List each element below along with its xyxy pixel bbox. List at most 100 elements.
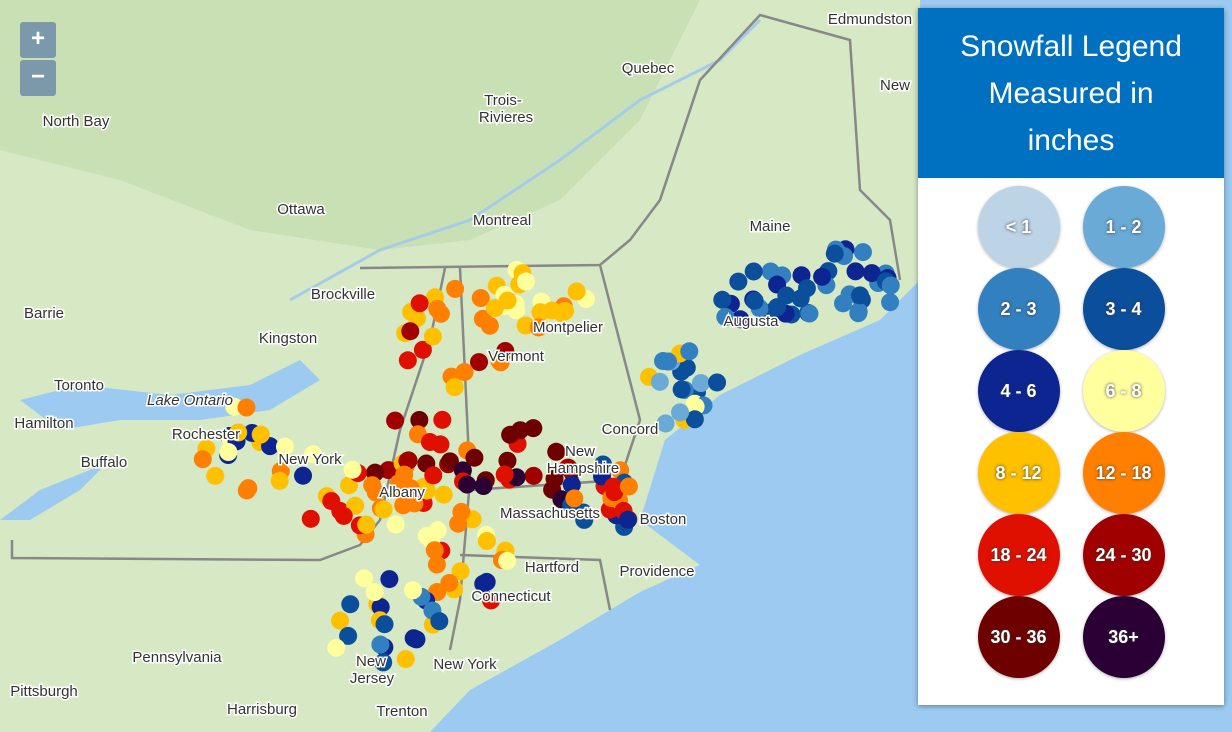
legend-item: 6 - 8 — [1082, 350, 1165, 432]
zoom-in[interactable]: + — [20, 22, 56, 58]
legend-item: 36+ — [1082, 596, 1165, 678]
observation-dot — [619, 477, 638, 496]
observation-dot — [380, 570, 399, 589]
observation-dot — [371, 635, 390, 654]
legend-item: 8 - 12 — [977, 432, 1060, 514]
observation-dot — [374, 653, 393, 672]
observation-dot — [294, 466, 313, 485]
observation-dot — [656, 414, 675, 433]
place-label: Providence — [619, 563, 694, 580]
observation-dot — [618, 510, 637, 529]
place-label: New — [565, 443, 595, 460]
place-label: Augusta — [723, 313, 779, 330]
observation-dot — [428, 299, 447, 318]
place-label: New — [356, 653, 386, 670]
observation-dot — [410, 410, 429, 429]
observation-dot — [355, 569, 374, 588]
observation-dot — [849, 304, 868, 323]
observation-dot — [671, 403, 690, 422]
observation-dot — [434, 485, 453, 504]
observation-dot — [386, 515, 405, 534]
place-label: Buffalo — [81, 454, 127, 471]
place-label: Brockville — [311, 286, 375, 303]
legend-item: 12 - 18 — [1082, 432, 1165, 514]
observation-dot — [650, 372, 669, 391]
observation-dot — [498, 451, 517, 470]
observation-dot — [516, 272, 535, 291]
place-label: Connecticut — [471, 588, 551, 605]
observation-dot — [713, 290, 732, 309]
place-label: Jersey — [350, 670, 395, 687]
observation-dot — [881, 276, 900, 295]
place-label: Maine — [750, 218, 791, 235]
place-label: Albany — [379, 484, 425, 501]
observation-dot — [529, 318, 548, 337]
observation-dot — [427, 555, 446, 574]
observation-dot — [413, 340, 432, 359]
observation-dot — [685, 410, 704, 429]
observation-dot — [477, 532, 496, 551]
observation-dot — [473, 309, 492, 328]
place-label: Pennsylvania — [132, 649, 222, 666]
place-label: Massachusetts — [500, 505, 600, 522]
observation-dot — [401, 479, 420, 498]
observation-dot — [474, 574, 493, 593]
legend-item: 1 - 2 — [1082, 186, 1165, 268]
observation-dots — [193, 240, 900, 672]
observation-dot — [825, 244, 844, 263]
place-label: Hampshire — [547, 460, 620, 477]
observation-dot — [366, 483, 385, 502]
observation-dot — [851, 286, 870, 305]
observation-dot — [424, 466, 443, 485]
observation-dot — [862, 264, 881, 283]
observation-dot — [275, 437, 294, 456]
observation-dot — [440, 573, 459, 592]
observation-dot — [386, 411, 405, 430]
observation-dot — [239, 479, 258, 498]
observation-dot — [777, 286, 796, 305]
observation-dot — [729, 272, 748, 291]
observation-dot — [270, 471, 289, 490]
observation-dot — [401, 322, 420, 341]
legend-title-line: Measured in — [988, 76, 1154, 110]
observation-dot — [371, 598, 390, 617]
place-label: North Bay — [43, 113, 110, 130]
observation-dot — [559, 458, 578, 477]
observation-dot — [881, 293, 900, 312]
observation-dot — [731, 310, 750, 329]
place-label: Rochester — [172, 426, 240, 443]
observation-dot — [495, 465, 514, 484]
observation-dot — [455, 363, 474, 382]
observation-dot — [219, 443, 238, 462]
observation-dot — [482, 591, 501, 610]
observation-dot — [374, 500, 393, 519]
observation-dot — [474, 477, 493, 496]
observation-dot — [545, 469, 564, 488]
legend-title-line: Snowfall Legend — [960, 29, 1182, 63]
place-label: Montreal — [473, 212, 531, 229]
place-label: Ottawa — [277, 201, 325, 218]
observation-dot — [395, 465, 414, 484]
observation-dot — [357, 515, 376, 534]
place-label: Concord — [602, 421, 659, 438]
land-shade — [0, 0, 700, 250]
observation-dot — [491, 353, 510, 372]
observation-dot — [691, 374, 710, 393]
observation-dot — [229, 423, 248, 442]
observation-dot — [440, 452, 459, 471]
observation-dot — [552, 304, 571, 323]
observation-dot — [594, 455, 613, 474]
observation-dot — [403, 581, 422, 600]
observation-dot — [565, 489, 584, 508]
observation-dot — [398, 451, 417, 470]
zoom-out[interactable]: − — [20, 60, 56, 96]
legend-items: < 1 1 - 2 2 - 3 3 - 4 4 - 6 6 - 8 8 - 12 12 - 1… — [918, 178, 1224, 678]
place-label: Kingston — [259, 330, 317, 347]
observation-dot — [605, 483, 624, 502]
observation-dot — [407, 630, 426, 649]
observation-dot — [322, 491, 341, 510]
place-label: Boston — [640, 511, 687, 528]
observation-dot — [708, 373, 727, 392]
observation-dot — [343, 460, 362, 479]
